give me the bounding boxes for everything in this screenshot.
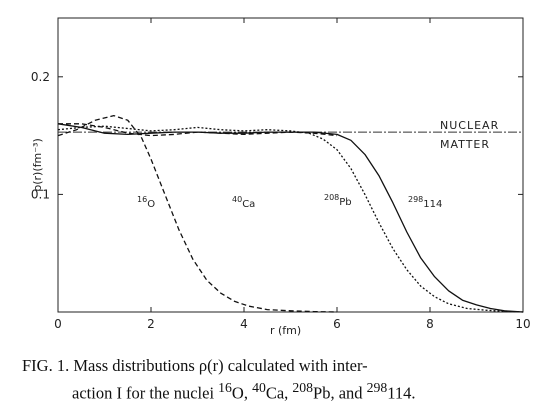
- y-axis-label: ρ(r)(fm⁻³): [31, 138, 44, 191]
- series-line-16o: [57, 114, 338, 313]
- x-axis-label: r (fm): [270, 324, 301, 337]
- x-tick-label-2: 4: [240, 317, 248, 331]
- x-tick-label-4: 8: [426, 317, 434, 331]
- matter-label: MATTER: [440, 138, 490, 151]
- plot-frame: [57, 17, 524, 313]
- series-lines: [57, 114, 524, 313]
- series-line-208pb: [57, 125, 524, 313]
- x-tick-label-5: 10: [515, 317, 530, 331]
- x-tick-label-3: 6: [333, 317, 341, 331]
- y-tick-labels: 0.1 0.2: [31, 70, 50, 202]
- x-tick-labels: 0 2 4 6 8 10: [54, 317, 530, 331]
- series-line-40ca: [58, 123, 338, 137]
- series-line-298114: [57, 123, 524, 313]
- label-298-114: 298114: [408, 195, 442, 210]
- caption-line-1: FIG. 1. Mass distributions ρ(r) calculat…: [22, 356, 368, 375]
- label-208pb: 208Pb: [324, 193, 352, 208]
- caption-line-2: action I for the nuclei 16O, 40Ca, 208Pb…: [72, 380, 416, 403]
- y-tick-label-0: 0.1: [31, 187, 50, 201]
- tick-marks: [57, 18, 524, 312]
- figure-caption: FIG. 1. Mass distributions ρ(r) calculat…: [22, 355, 532, 405]
- x-tick-label-0: 0: [54, 317, 62, 331]
- y-tick-label-1: 0.2: [31, 70, 50, 84]
- label-16o: 16O: [137, 195, 155, 210]
- nuclear-label: NUCLEAR: [440, 119, 499, 132]
- label-40ca: 40Ca: [232, 195, 255, 210]
- x-tick-label-1: 2: [147, 317, 155, 331]
- chart: 0 2 4 6 8 10 0.1 0.2 NUCLEAR MATTER r (fm) ρ(r…: [31, 17, 531, 337]
